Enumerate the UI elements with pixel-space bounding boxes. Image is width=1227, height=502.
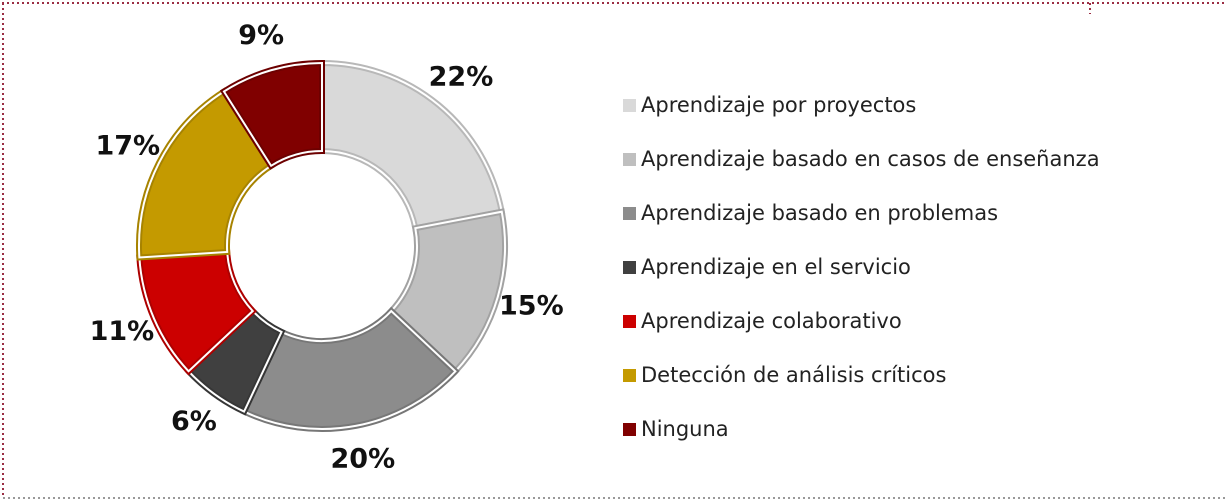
- data-label: 22%: [429, 62, 494, 93]
- data-label: 9%: [238, 20, 284, 51]
- slice-gap: [222, 61, 323, 168]
- legend-label: Aprendizaje colaborativo: [641, 309, 902, 333]
- legend-swatch: [623, 153, 636, 166]
- legend-swatch: [623, 369, 636, 382]
- data-label: 11%: [90, 316, 155, 347]
- legend-swatch: [623, 315, 636, 328]
- slice-gap: [138, 90, 273, 259]
- legend-label: Detección de análisis críticos: [641, 363, 946, 387]
- data-label: 20%: [331, 444, 396, 475]
- data-label: 6%: [171, 406, 217, 437]
- legend-swatch: [623, 207, 636, 220]
- legend-label: Ninguna: [641, 417, 729, 441]
- legend-label: Aprendizaje basado en casos de enseñanza: [641, 147, 1100, 171]
- slice-gap: [321, 61, 503, 230]
- legend-label: Aprendizaje en el servicio: [641, 255, 911, 279]
- legend-label: Aprendizaje basado en problemas: [641, 201, 998, 225]
- legend-swatch: [623, 261, 636, 274]
- legend-swatch: [623, 423, 636, 436]
- legend-label: Aprendizaje por proyectos: [641, 93, 916, 117]
- slice-gap: [242, 309, 457, 430]
- data-label: 15%: [499, 290, 564, 321]
- legend-swatch: [623, 99, 636, 112]
- data-label: 17%: [95, 131, 160, 162]
